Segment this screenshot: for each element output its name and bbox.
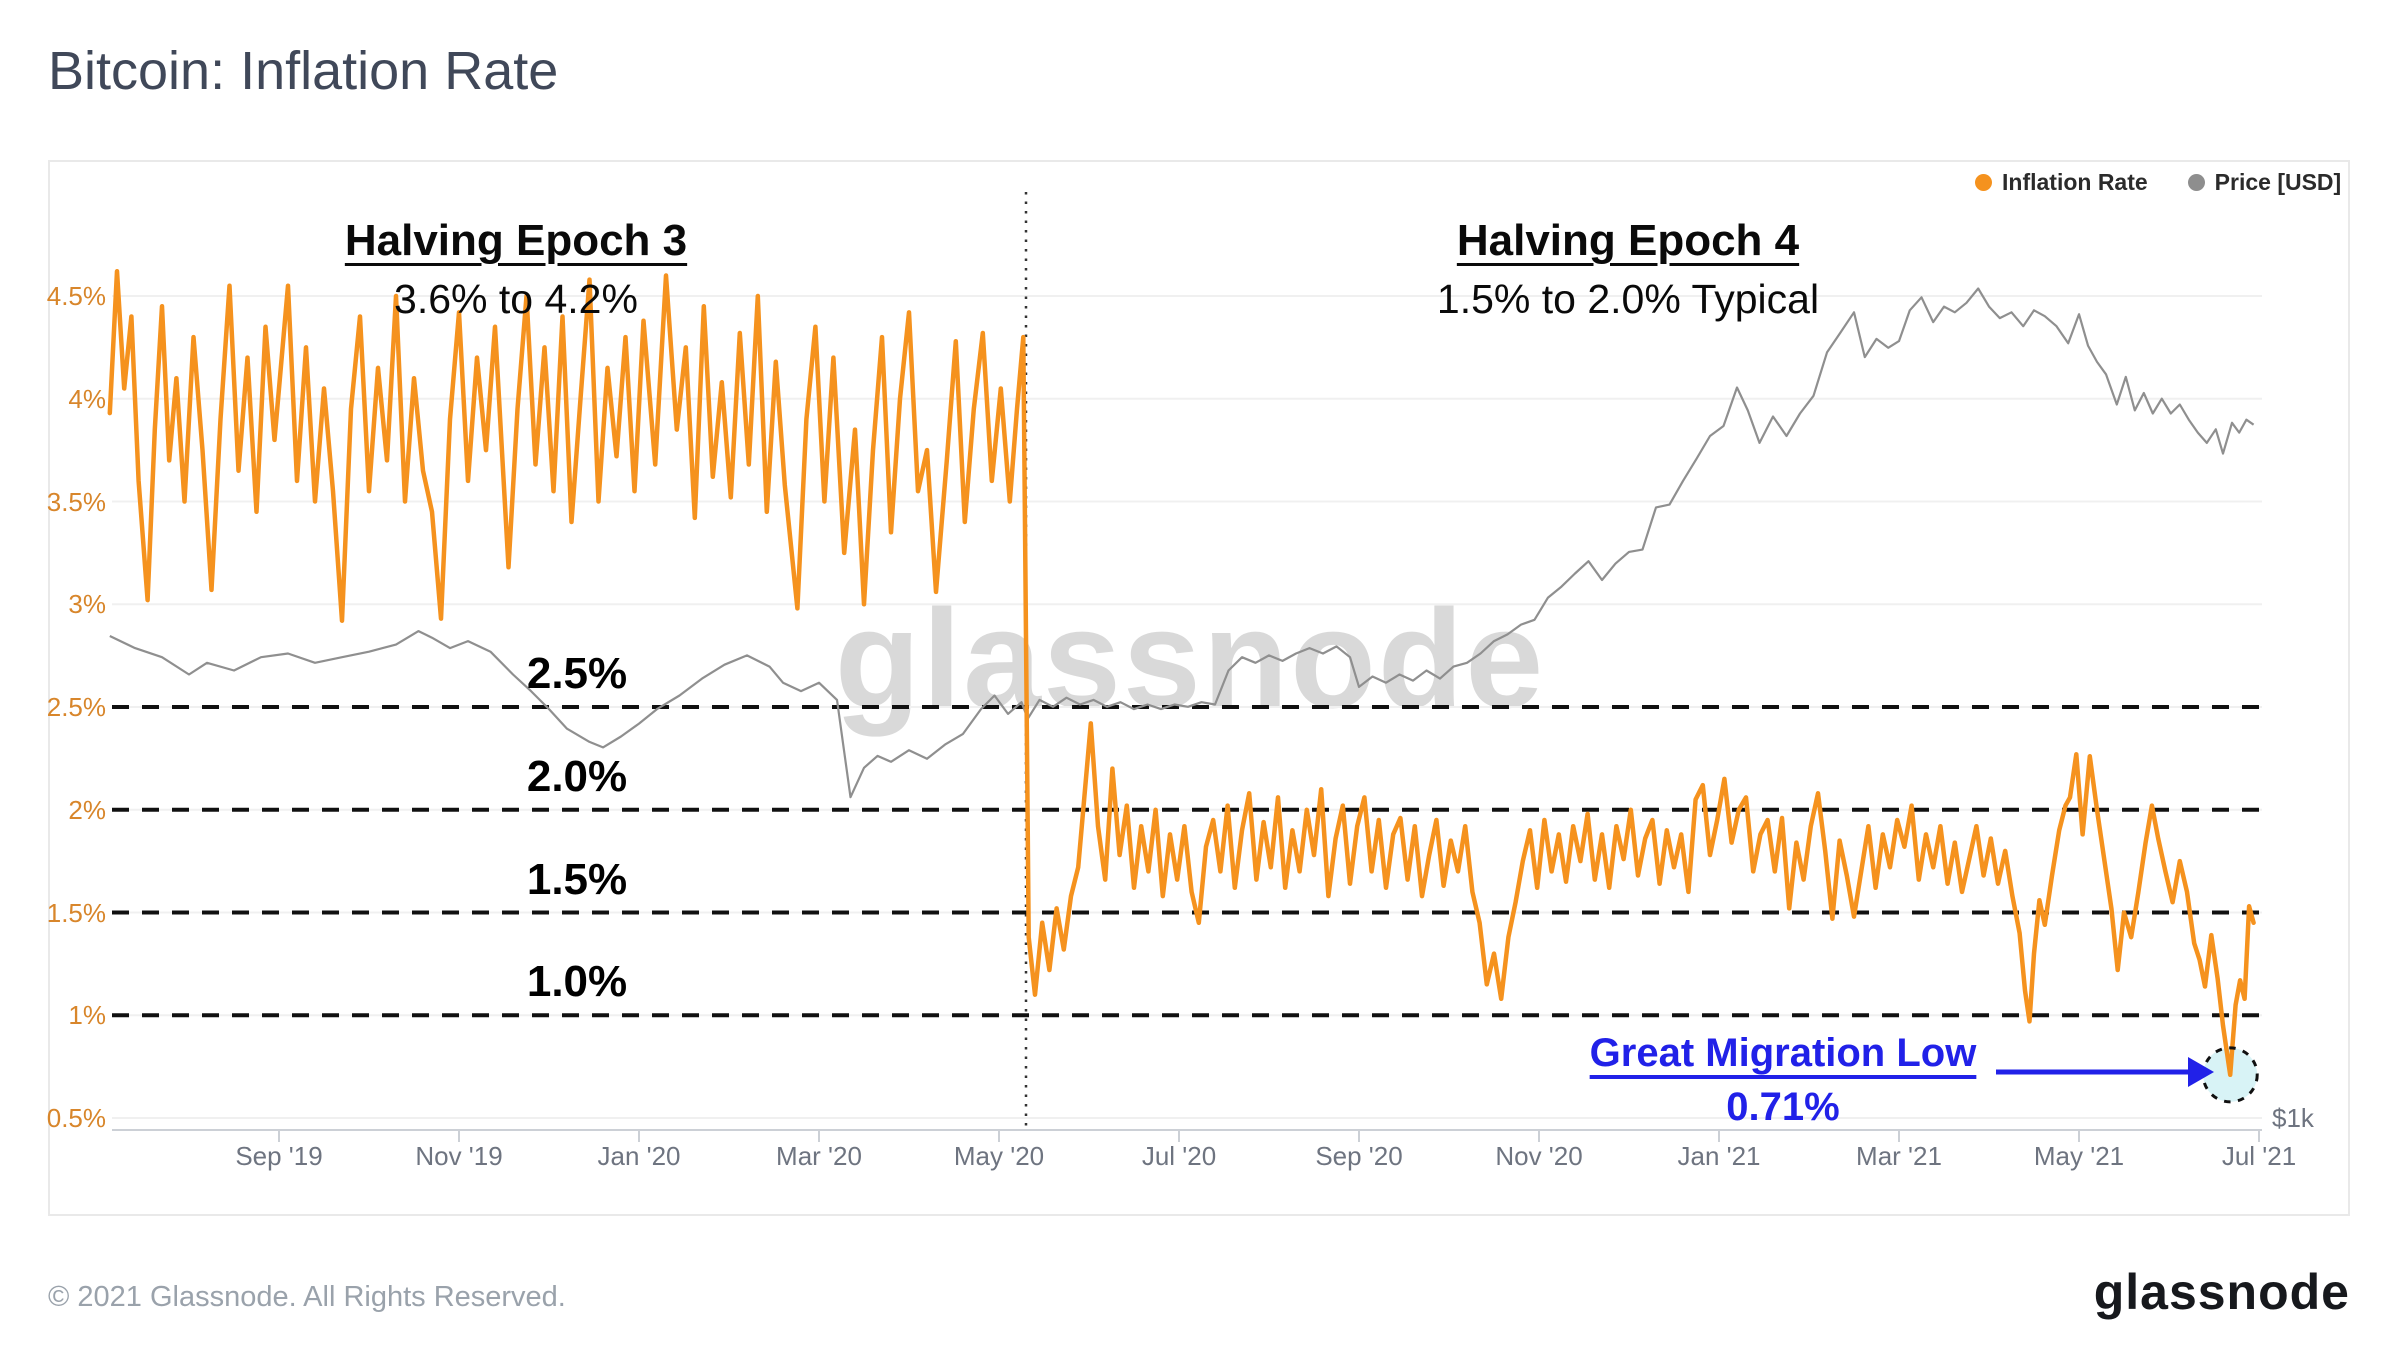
legend-label: Price [USD] [2214,169,2342,195]
x-axis-label: May '20 [953,1141,1045,1171]
epoch-4-range: 1.5% to 2.0% Typical [1436,276,1820,322]
epoch-3-title: Halving Epoch 3 [344,216,688,265]
x-axis-label: Jul '20 [1141,1141,1217,1171]
copyright-text: © 2021 Glassnode. All Rights Reserved. [48,1281,566,1313]
threshold-label: 2.5% [526,649,628,698]
threshold-label: 2.0% [526,751,628,801]
y-axis-label: 4.5% [46,281,106,311]
great-migration-low-title: Great Migration Low [1589,1031,1977,1075]
x-axis-label: Jan '21 [1677,1141,1761,1171]
inflation-rate-dot-icon [1975,174,1992,191]
x-axis-label: May '21 [2033,1141,2125,1171]
halving-epoch-4-annotation: Halving Epoch 4 1.5% to 2.0% Typical [1318,216,1938,323]
legend-label: Inflation Rate [2002,169,2148,195]
great-migration-low-annotation: Great Migration Low 0.71% [1483,1031,2083,1130]
price-usd-dot-icon [2187,174,2205,191]
x-axis-label: Mar '21 [1856,1141,1942,1171]
right-axis-price-tick: $1k [2272,1103,2314,1133]
epoch-3-range: 3.6% to 4.2% [394,276,638,322]
chart-card [48,160,2350,1216]
y-axis-label: 3% [68,589,106,620]
y-axis-label: 1% [68,1000,106,1031]
y-axis-label: 1.5% [46,897,106,928]
x-axis-label: Nov '19 [415,1141,503,1171]
y-axis-label: 3.5% [46,486,106,517]
x-axis-label: Sep '19 [235,1141,323,1171]
page-title: Bitcoin: Inflation Rate [48,41,559,101]
x-axis-label: Nov '20 [1495,1141,1583,1171]
threshold-label: 1.0% [526,957,628,1007]
y-axis-label: 4% [68,383,106,414]
threshold-label: 1.5% [526,854,628,904]
migration-arrow-head-icon [2188,1057,2214,1087]
legend-item-price-usd[interactable]: Price [USD] [2187,169,2342,196]
x-axis-label: Jan '20 [597,1141,681,1171]
glassnode-watermark: glassnode [834,580,1546,737]
y-axis-label: 2% [68,794,106,825]
chart-legend: Inflation Rate Price [USD] [1975,169,2341,196]
glassnode-logo: glassnode [2093,1264,2350,1320]
inflation-rate-line[interactable] [107,269,2256,1078]
x-axis-label: Jul '21 [2221,1141,2297,1171]
great-migration-low-value: 0.71% [1726,1085,1840,1129]
y-axis-label: 2.5% [46,692,106,722]
x-axis-label: Sep '20 [1315,1141,1403,1171]
x-axis-label: Mar '20 [776,1141,862,1171]
price-usd-line[interactable] [109,287,2255,799]
epoch-4-title: Halving Epoch 4 [1456,216,1800,265]
halving-epoch-3-annotation: Halving Epoch 3 3.6% to 4.2% [206,216,826,323]
legend-item-inflation-rate[interactable]: Inflation Rate [1975,169,2148,196]
y-axis-label: 0.5% [46,1103,106,1133]
